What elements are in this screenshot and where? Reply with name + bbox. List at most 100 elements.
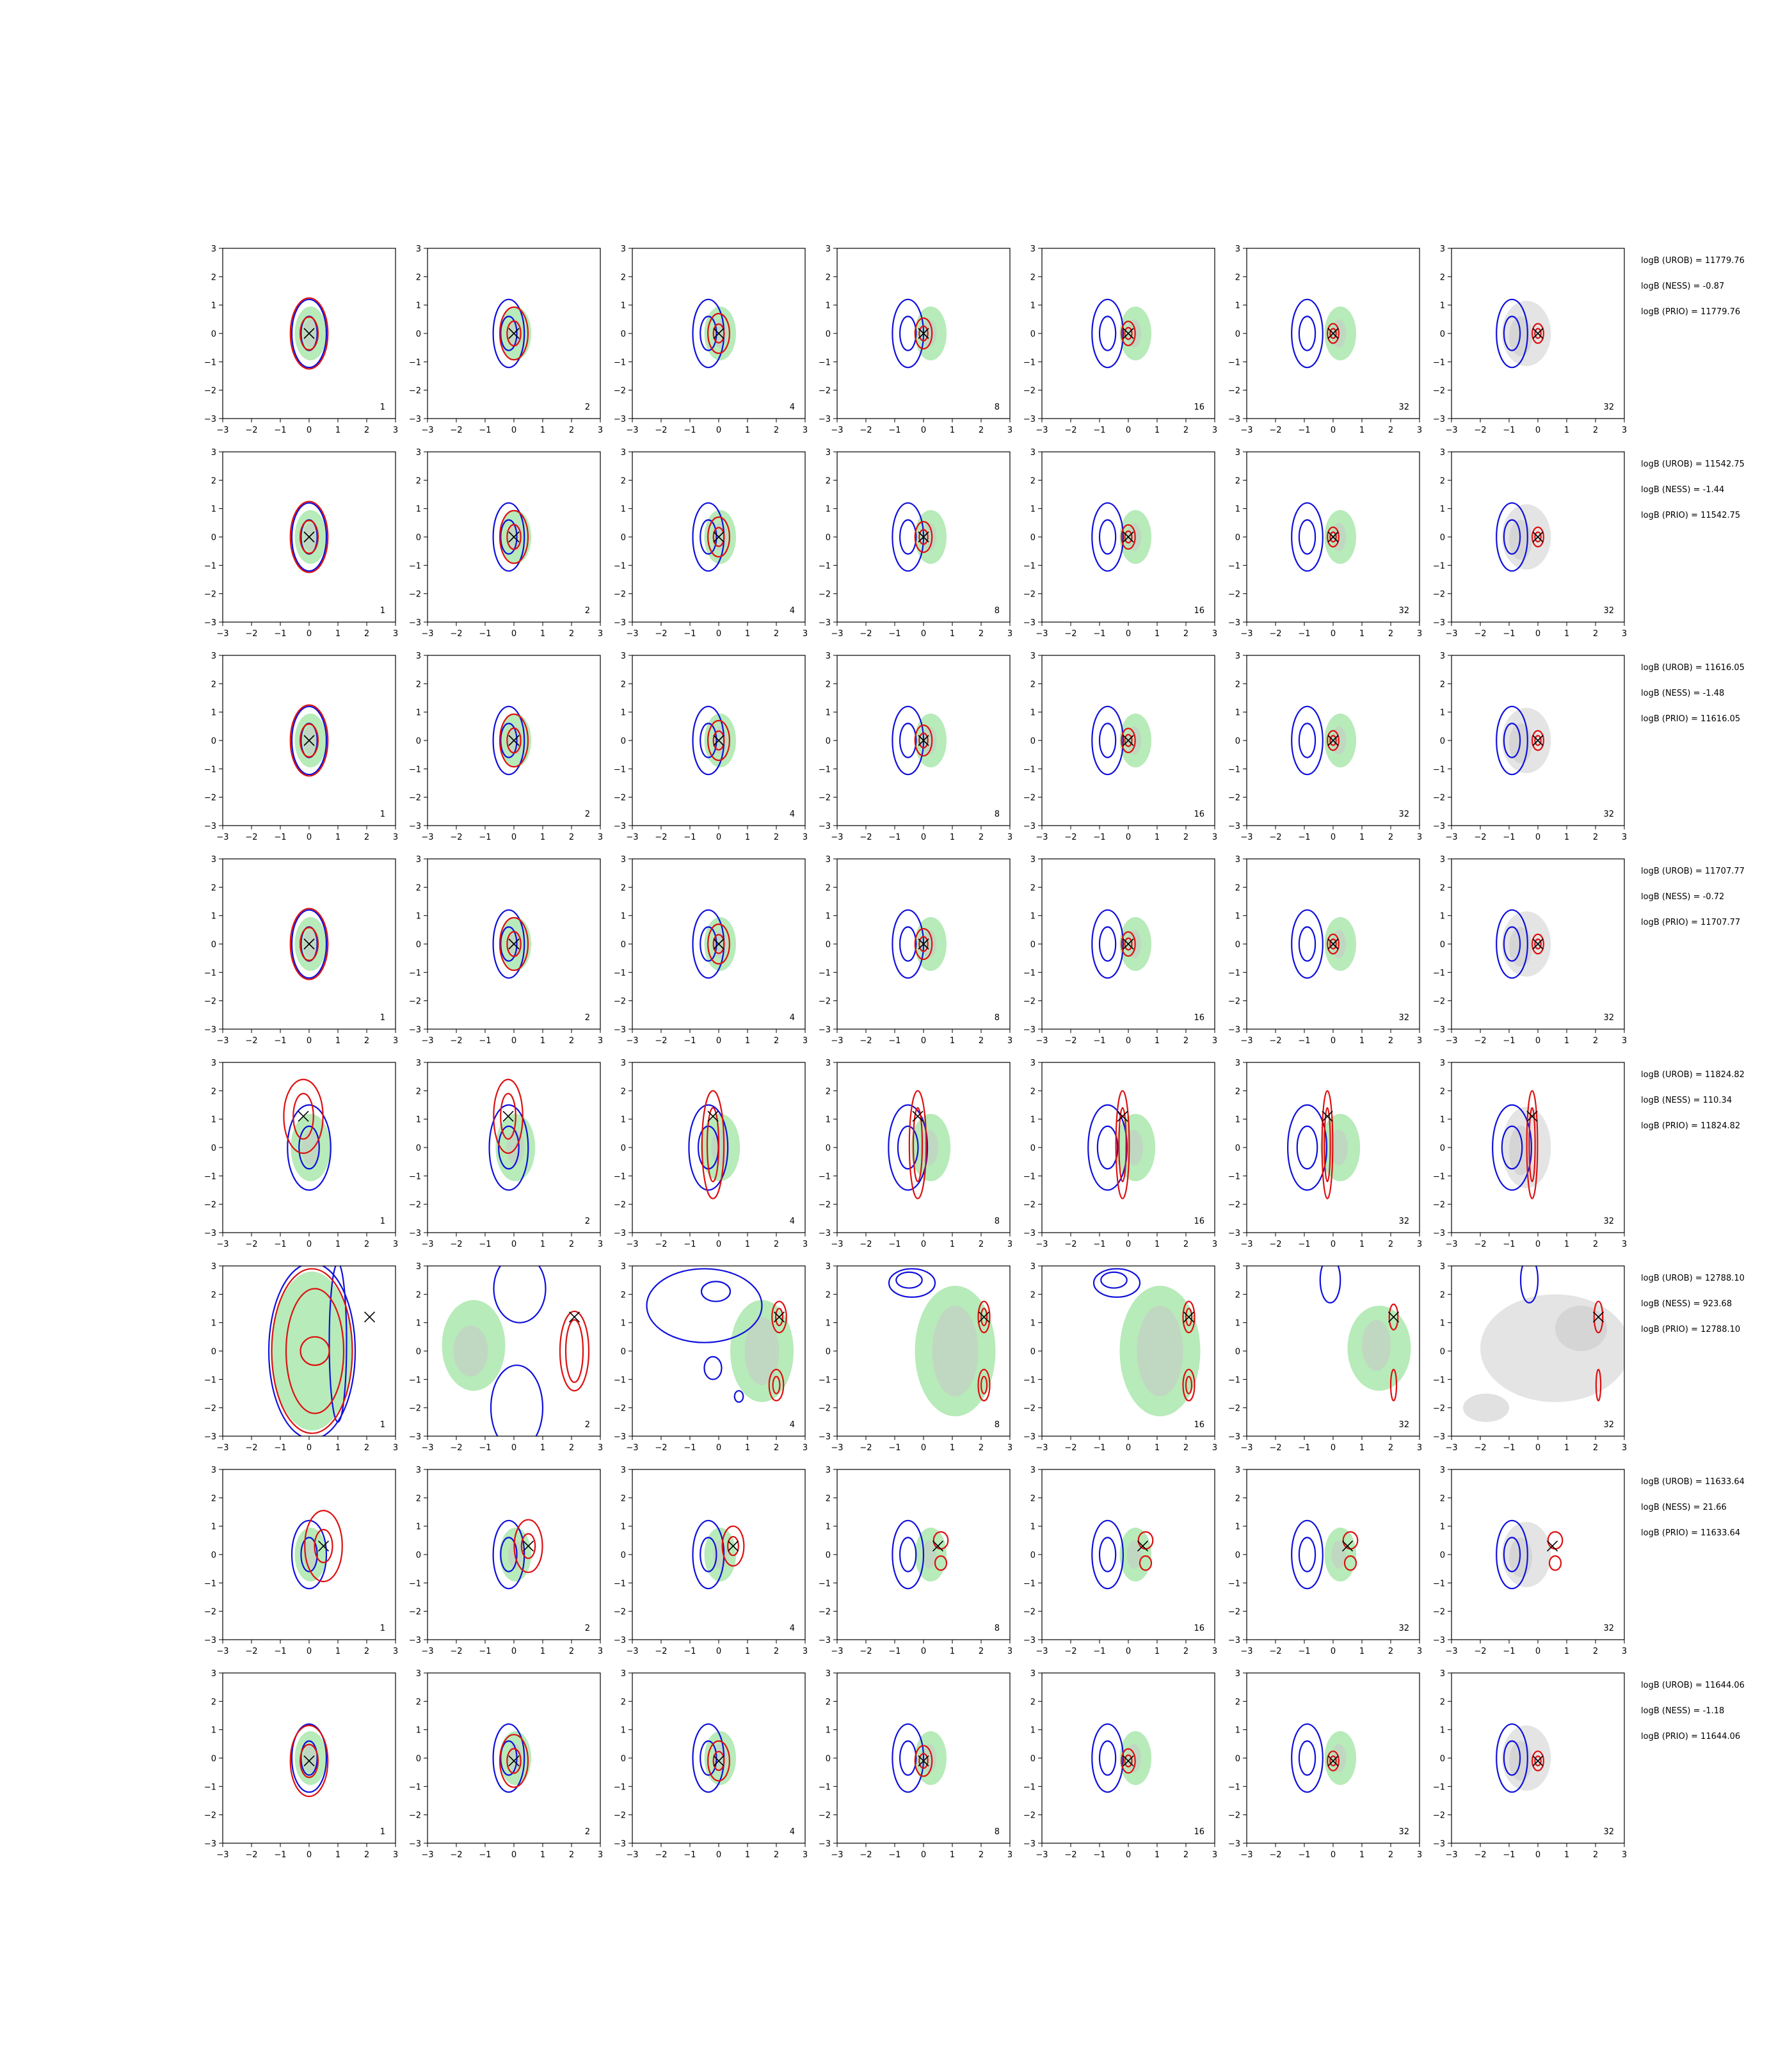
x-tick-label: 0 — [1535, 426, 1540, 435]
x-tick-label: 3 — [393, 1647, 398, 1656]
y-tick-label: −1 — [204, 968, 216, 978]
y-tick-label: 2 — [416, 1087, 421, 1096]
row-2-logb-prio: logB (PRIO) = 11542.75 — [1641, 511, 1741, 520]
plot-area — [1091, 502, 1151, 572]
red-contour — [289, 908, 329, 980]
panel-sample-label: 4 — [790, 810, 795, 819]
y-tick-label: −3 — [819, 1636, 831, 1645]
y-tick-label: 1 — [211, 1726, 216, 1736]
x-tick-label: −3 — [626, 629, 638, 639]
y-tick-label: 1 — [621, 1319, 626, 1329]
x-tick-label: 0 — [307, 1443, 312, 1453]
x-tick-label: 0 — [307, 833, 312, 842]
panel-r2-c6: −3−3 −2 −2 −1 −1 0 0 1 1 2 2 3 3 32 — [1228, 448, 1422, 639]
y-tick-label: −3 — [1228, 1025, 1240, 1035]
true-value-marker — [303, 938, 315, 950]
y-tick-label: −2 — [204, 1811, 216, 1821]
red-contour — [1124, 733, 1133, 748]
true-value-marker — [508, 735, 520, 746]
x-tick-label: 3 — [393, 1036, 398, 1046]
x-tick-label: 1 — [950, 629, 955, 639]
y-tick-label: 2 — [1440, 883, 1445, 893]
plot-area — [289, 297, 329, 370]
x-tick-label: 3 — [803, 629, 808, 639]
y-tick-label: 0 — [1030, 940, 1036, 950]
panel-sample-label: 32 — [1603, 1624, 1614, 1633]
x-tick-label: 0 — [511, 1850, 516, 1860]
true-value-marker — [508, 328, 520, 339]
x-tick-label: 1 — [745, 1240, 750, 1249]
panel-r8-c1: −3−3 −2 −2 −1 −1 0 0 1 1 2 2 3 3 1 — [204, 1669, 398, 1860]
x-tick-label: 2 — [1183, 1240, 1188, 1249]
y-tick-label: 3 — [1235, 855, 1240, 865]
x-tick-label: 3 — [1212, 833, 1217, 842]
x-tick-label: 0 — [307, 629, 312, 639]
true-value-marker — [1341, 1540, 1354, 1552]
posterior-density-fill — [922, 1743, 937, 1773]
x-tick-label: 3 — [1622, 1443, 1627, 1453]
x-tick-label: 0 — [921, 1443, 926, 1453]
y-tick-label: −3 — [614, 1432, 626, 1442]
panel-r4-c5: −3−3 −2 −2 −1 −1 0 0 1 1 2 2 3 3 16 — [1023, 855, 1217, 1046]
x-tick-label: −1 — [274, 629, 286, 639]
y-tick-label: −3 — [1023, 1839, 1036, 1849]
y-tick-label: 3 — [621, 652, 626, 661]
panel-sample-label: 32 — [1603, 606, 1614, 616]
y-tick-label: −2 — [1433, 1404, 1445, 1414]
plot-area — [892, 909, 947, 979]
x-tick-label: 2 — [1183, 833, 1188, 842]
y-tick-label: 2 — [211, 1290, 216, 1300]
x-tick-label: 2 — [979, 1850, 984, 1860]
panel-r2-c5: −3−3 −2 −2 −1 −1 0 0 1 1 2 2 3 3 16 — [1023, 448, 1217, 639]
y-tick-label: −3 — [409, 618, 421, 628]
red-contour — [1118, 1107, 1127, 1183]
plot-area — [692, 1519, 745, 1590]
panel-sample-label: 32 — [1398, 810, 1409, 819]
panel-r5-c3: −3−3 −2 −2 −1 −1 0 0 1 1 2 2 3 3 4 — [614, 1059, 808, 1249]
x-tick-label: 1 — [1564, 1647, 1569, 1656]
x-tick-label: 1 — [1359, 1443, 1364, 1453]
y-tick-label: −1 — [819, 1782, 831, 1792]
x-tick-label: −2 — [655, 1240, 667, 1249]
x-tick-label: 2 — [774, 1240, 779, 1249]
red-contour — [520, 1533, 536, 1560]
x-tick-label: −2 — [450, 1036, 462, 1046]
red-contour — [1595, 1368, 1602, 1402]
posterior-density-fill — [1126, 929, 1142, 959]
x-tick-label: 0 — [921, 1036, 926, 1046]
y-tick-label: 1 — [1235, 708, 1240, 718]
red-contour — [706, 1107, 720, 1183]
y-tick-label: 2 — [1235, 883, 1240, 893]
y-tick-label: 3 — [826, 1669, 831, 1679]
panel-r3-c4: −3−3 −2 −2 −1 −1 0 0 1 1 2 2 3 3 8 — [819, 652, 1012, 842]
y-tick-label: 1 — [826, 1319, 831, 1329]
y-tick-label: 0 — [621, 330, 626, 339]
plot-area — [1291, 502, 1356, 572]
y-tick-label: 1 — [416, 1523, 421, 1532]
blue-contour — [703, 1356, 723, 1380]
x-tick-label: −1 — [684, 833, 696, 842]
x-tick-label: −1 — [1093, 833, 1105, 842]
x-tick-label: −2 — [450, 1443, 462, 1453]
x-tick-label: 2 — [1593, 426, 1598, 435]
y-tick-label: 1 — [416, 1116, 421, 1125]
red-contour — [513, 1519, 543, 1573]
y-tick-label: 3 — [826, 1262, 831, 1272]
x-tick-label: 1 — [1359, 833, 1364, 842]
blue-contour — [291, 705, 328, 776]
y-tick-label: −2 — [204, 1201, 216, 1210]
posterior-density-fill — [1362, 1320, 1391, 1372]
x-tick-label: −1 — [1298, 1443, 1310, 1453]
x-tick-label: −2 — [1269, 1647, 1281, 1656]
y-tick-label: −3 — [819, 1432, 831, 1442]
x-tick-label: −3 — [1445, 833, 1457, 842]
red-contour — [774, 1308, 783, 1327]
panel-sample-label: 2 — [585, 1827, 590, 1837]
y-tick-label: 1 — [621, 301, 626, 311]
y-tick-label: −2 — [1228, 1811, 1240, 1821]
x-tick-label: −2 — [245, 1850, 257, 1860]
y-tick-label: 1 — [211, 1523, 216, 1532]
red-contour — [712, 323, 725, 344]
posterior-density-fill — [1137, 1306, 1183, 1396]
y-tick-label: 2 — [621, 476, 626, 486]
